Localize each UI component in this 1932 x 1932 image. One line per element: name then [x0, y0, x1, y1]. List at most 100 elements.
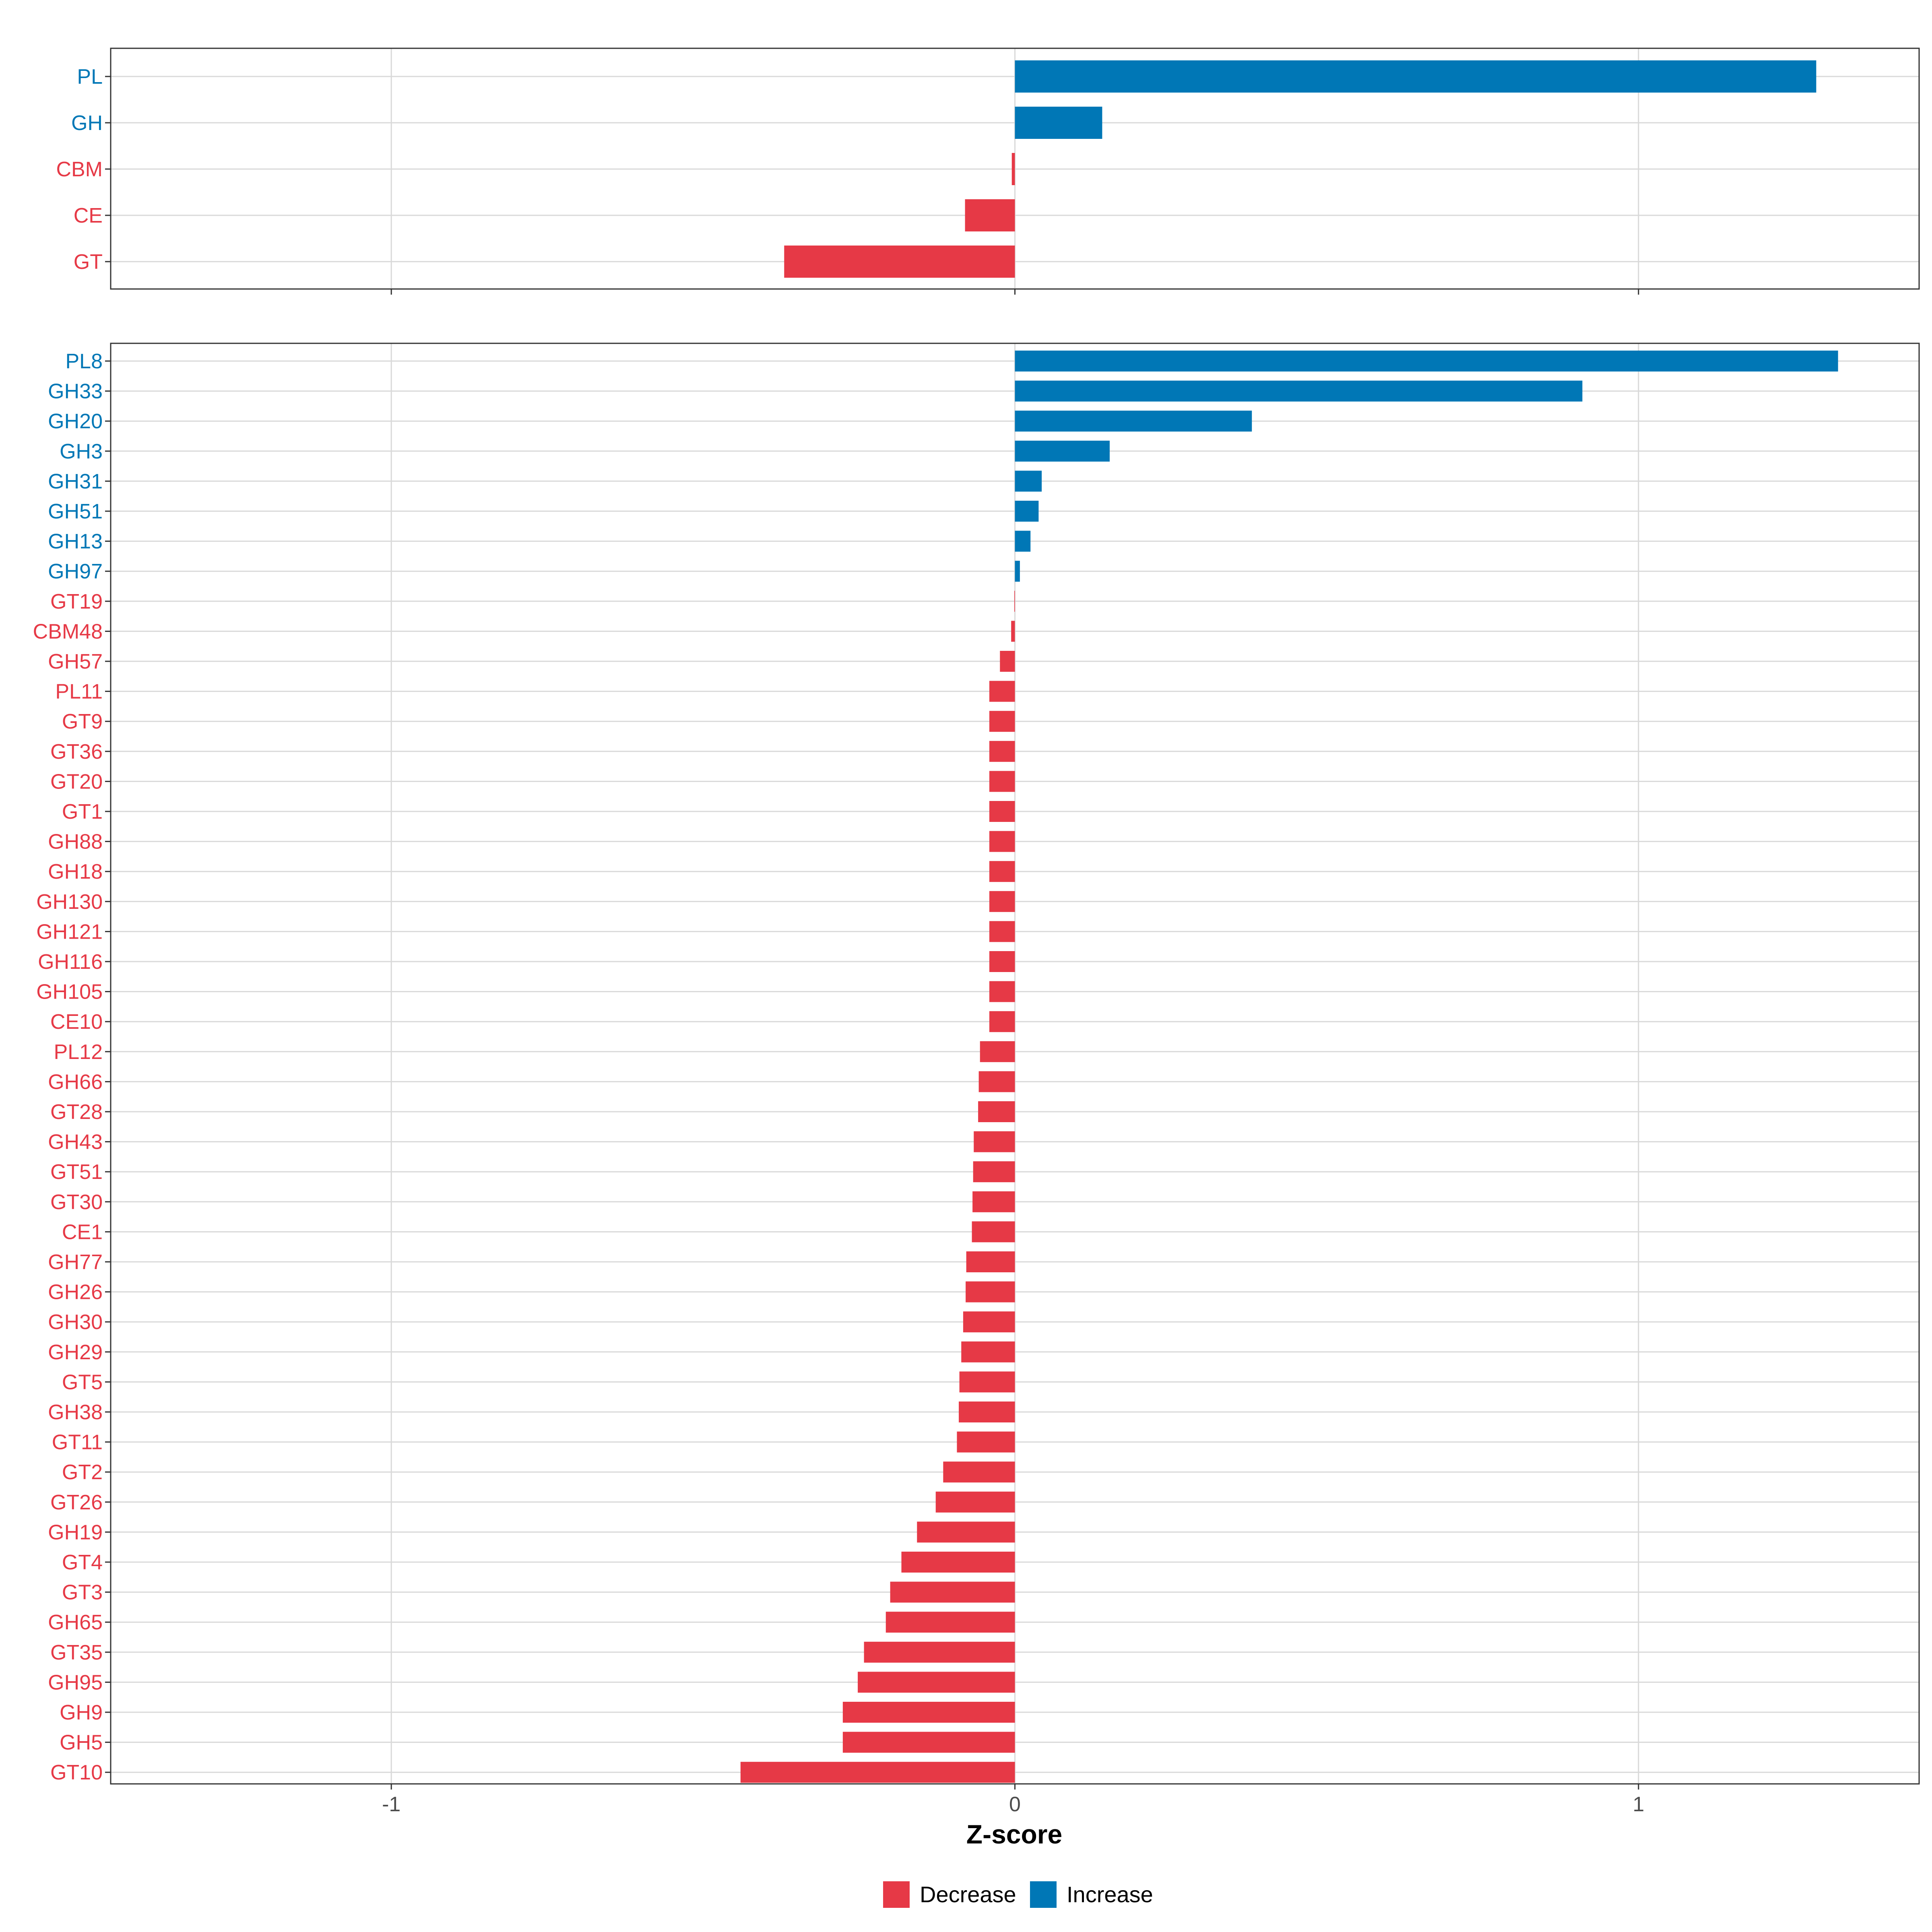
bottom-bar-gt4	[901, 1552, 1015, 1573]
bottom-bar-gt1	[989, 801, 1015, 822]
bottom-bar-gt36	[989, 741, 1015, 762]
bottom-ylabel-gt9: GT9	[62, 710, 103, 733]
bottom-ylabel-gh9: GH9	[60, 1701, 103, 1724]
bottom-bar-gh97	[1015, 561, 1020, 582]
bottom-bar-gh105	[989, 981, 1015, 1002]
x-axis: -1 0 1	[382, 1793, 1644, 1816]
bottom-ylabel-ce1: CE1	[62, 1220, 103, 1244]
bottom-ylabel-gh26: GH26	[48, 1281, 103, 1304]
top-bar-gt	[784, 246, 1015, 278]
bottom-bar-gh19	[917, 1521, 1015, 1543]
x-tick-label-2: 1	[1633, 1793, 1644, 1816]
bottom-ylabel-pl11: PL11	[55, 680, 103, 704]
top-ylabel-gt: GT	[74, 250, 103, 274]
bottom-bar-cbm48	[1011, 621, 1015, 642]
bottom-ylabel-gh33: GH33	[48, 380, 103, 403]
bottom-bar-gh65	[886, 1612, 1015, 1633]
bottom-bar-gh30	[963, 1311, 1015, 1333]
bottom-ylabel-pl12: PL12	[54, 1040, 103, 1064]
bottom-bar-gh13	[1015, 530, 1031, 552]
x-tick-label-1: 0	[1009, 1793, 1021, 1816]
bottom-ylabel-gt30: GT30	[50, 1191, 103, 1214]
bottom-ylabel-gh29: GH29	[48, 1341, 103, 1364]
bottom-bar-gh29	[961, 1341, 1015, 1362]
bottom-ylabel-gh43: GH43	[48, 1131, 103, 1154]
bottom-bar-gh77	[966, 1251, 1015, 1272]
bottom-ylabel-gh19: GH19	[48, 1521, 103, 1544]
bottom-bar-pl11	[989, 681, 1015, 702]
top-ylabel-cbm: CBM	[56, 158, 103, 181]
bottom-bar-ce1	[972, 1221, 1015, 1243]
bottom-bar-gh88	[989, 831, 1015, 852]
bottom-bar-gh95	[858, 1672, 1015, 1693]
top-ylabel-ce: CE	[74, 204, 103, 227]
bottom-bar-gt2	[943, 1461, 1015, 1483]
bottom-ylabel-gt11: GT11	[52, 1431, 103, 1454]
top-bar-pl	[1015, 60, 1816, 93]
bottom-bar-gh38	[959, 1402, 1015, 1422]
bottom-ylabel-ce10: CE10	[50, 1010, 103, 1034]
bottom-ylabel-gt51: GT51	[50, 1160, 103, 1184]
bottom-ylabel-gt28: GT28	[50, 1100, 103, 1124]
bottom-bar-gh121	[989, 921, 1015, 942]
legend-swatch-increase	[1030, 1881, 1057, 1908]
bottom-ylabel-gt20: GT20	[50, 770, 103, 793]
bottom-bar-gt51	[973, 1161, 1015, 1183]
bottom-bar-gh130	[989, 891, 1015, 912]
bottom-ylabel-gh51: GH51	[48, 500, 103, 523]
bottom-ylabel-gt1: GT1	[62, 800, 103, 824]
legend-label-increase: Increase	[1067, 1882, 1153, 1907]
bottom-ylabel-gh30: GH30	[48, 1311, 103, 1334]
top-ylabel-gh: GH	[71, 111, 103, 135]
top-ylabel-pl: PL	[77, 65, 103, 89]
bottom-bar-gt10	[740, 1762, 1015, 1783]
bottom-ylabel-gh38: GH38	[48, 1401, 103, 1424]
top-bar-ce	[965, 199, 1015, 231]
bottom-bar-gt35	[864, 1641, 1015, 1663]
bottom-ylabel-gt19: GT19	[50, 590, 103, 613]
bottom-ylabel-gh18: GH18	[48, 860, 103, 883]
legend-label-decrease: Decrease	[920, 1882, 1016, 1907]
bottom-ylabel-gh3: GH3	[60, 440, 103, 463]
bottom-ylabel-gh31: GH31	[48, 470, 103, 493]
bottom-bar-gh5	[842, 1732, 1015, 1753]
bottom-bar-gt11	[957, 1431, 1015, 1453]
bottom-ylabel-gt2: GT2	[62, 1461, 103, 1484]
bottom-ylabel-cbm48: CBM48	[33, 620, 103, 643]
bottom-ylabel-gh116: GH116	[38, 950, 103, 974]
bottom-ylabel-pl8: PL8	[65, 350, 103, 373]
bottom-bar-gh18	[989, 861, 1015, 882]
bottom-bar-gh20	[1015, 411, 1252, 432]
bottom-bar-gh9	[842, 1702, 1015, 1723]
bottom-bar-gt26	[935, 1491, 1015, 1513]
bottom-bar-gh26	[966, 1281, 1015, 1302]
bottom-ylabel-gt3: GT3	[62, 1581, 103, 1604]
bottom-bar-gt28	[978, 1101, 1015, 1122]
bottom-bar-gh43	[974, 1131, 1015, 1152]
top-bar-cbm	[1011, 153, 1015, 185]
bottom-bar-gt9	[989, 711, 1015, 732]
bottom-ylabel-gh66: GH66	[48, 1070, 103, 1094]
bottom-ylabel-gh105: GH105	[36, 980, 103, 1004]
bottom-bar-gt30	[972, 1191, 1015, 1212]
bottom-bar-ce10	[989, 1011, 1015, 1032]
bottom-ylabel-gh97: GH97	[48, 560, 103, 583]
bottom-ylabel-gh77: GH77	[48, 1251, 103, 1274]
bottom-ylabel-gh57: GH57	[48, 650, 103, 673]
bottom-bar-gh116	[989, 951, 1015, 972]
bottom-bar-gt3	[890, 1581, 1015, 1603]
bottom-ylabel-gh20: GH20	[48, 410, 103, 433]
bottom-ylabel-gt36: GT36	[50, 740, 103, 764]
x-axis-title: Z-score	[966, 1819, 1062, 1849]
bottom-ylabel-gh65: GH65	[48, 1611, 103, 1634]
bottom-ylabel-gt10: GT10	[50, 1761, 103, 1784]
bottom-bar-gh51	[1015, 501, 1039, 522]
bottom-ylabel-gt35: GT35	[50, 1641, 103, 1664]
x-tick-label-0: -1	[382, 1793, 400, 1816]
bottom-bar-pl12	[980, 1041, 1015, 1062]
bottom-bar-pl8	[1015, 351, 1838, 372]
bottom-ylabel-gt4: GT4	[62, 1551, 103, 1574]
bottom-bar-gt20	[989, 771, 1015, 792]
